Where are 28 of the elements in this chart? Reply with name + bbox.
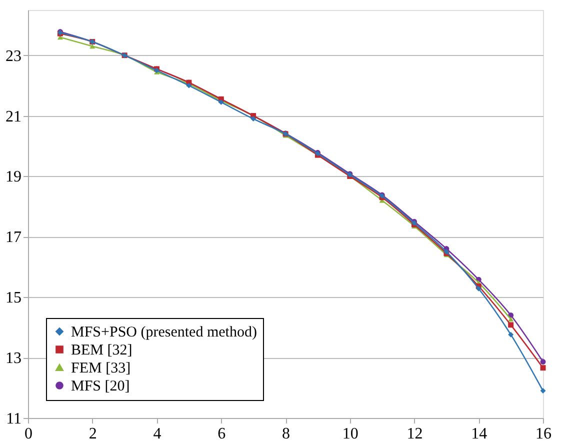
y-tick-label: 11	[6, 410, 22, 428]
y-tick-label: 21	[6, 108, 22, 126]
point	[540, 365, 546, 371]
point	[476, 286, 482, 292]
y-tick-label: 15	[6, 290, 22, 307]
y-tick-label: 13	[6, 350, 22, 368]
point	[250, 116, 256, 122]
legend-label: MFS+PSO (presented method)	[71, 324, 257, 340]
legend-label: FEM [33]	[71, 360, 131, 376]
point	[540, 388, 546, 394]
x-tick-label: 14	[471, 426, 488, 441]
x-tick-label: 16	[536, 426, 552, 441]
x-tick-label: 10	[342, 426, 358, 441]
legend-label: BEM [32]	[71, 342, 132, 358]
point	[508, 316, 514, 322]
y-tick-label: 19	[6, 168, 22, 186]
point	[508, 322, 514, 328]
x-tick-label: 4	[153, 426, 162, 441]
x-tick-label: 0	[24, 426, 32, 441]
y-tick-label: 17	[6, 229, 22, 246]
y-tick-label: 23	[6, 48, 22, 65]
x-tick-label: 2	[88, 426, 97, 441]
legend-label: MFS [20]	[71, 378, 130, 394]
x-tick-label: 6	[218, 426, 226, 441]
x-tick-label: 8	[282, 426, 290, 441]
point	[540, 359, 546, 365]
x-tick-label: 12	[406, 426, 423, 441]
point	[508, 332, 514, 338]
